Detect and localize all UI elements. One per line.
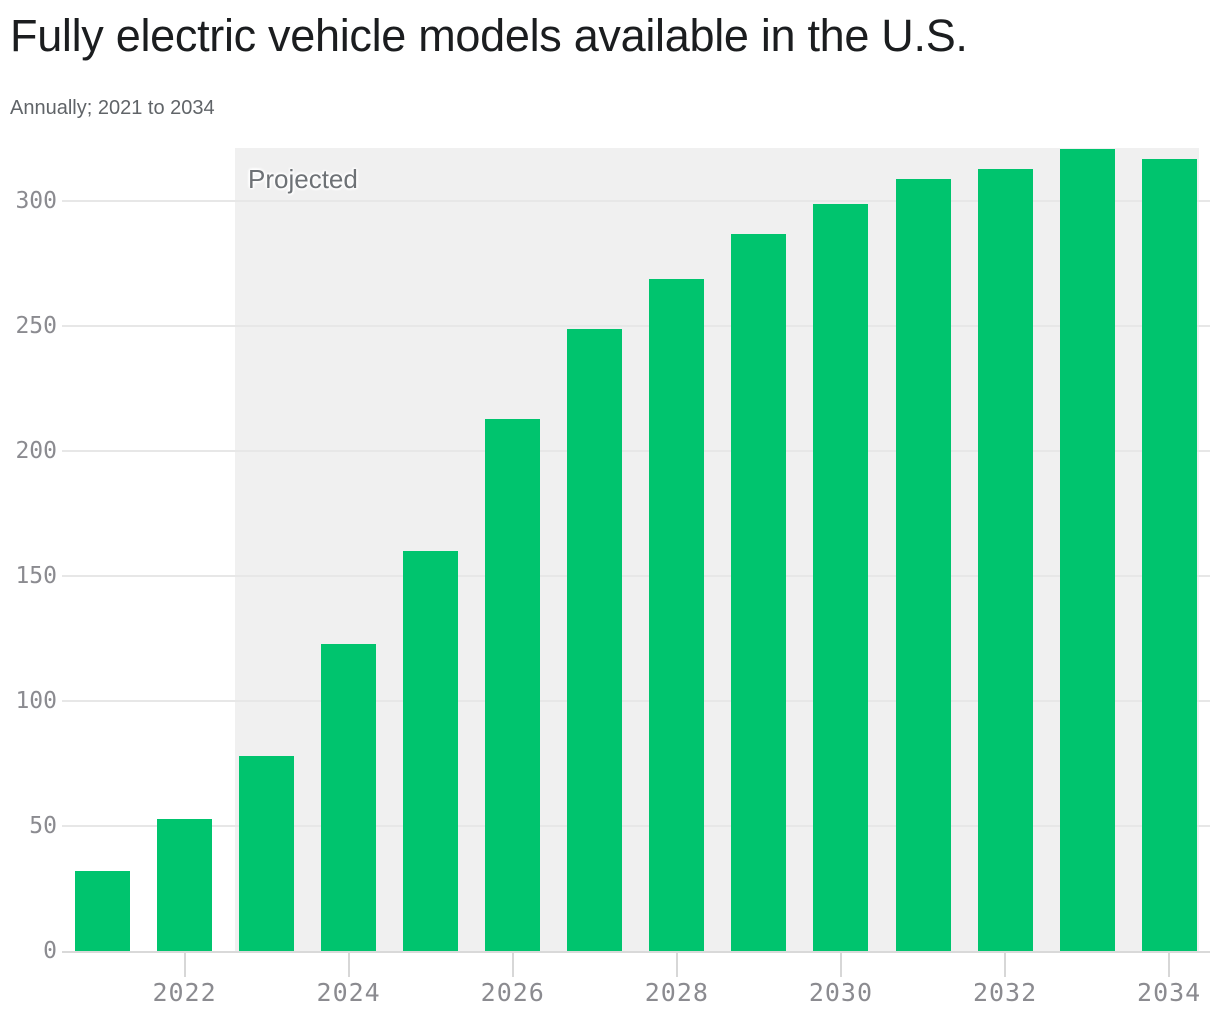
bar-2030 <box>813 203 869 951</box>
gridline-y100 <box>62 700 1210 702</box>
gridline-y300 <box>62 200 1210 202</box>
chart-title: Fully electric vehicle models available … <box>10 10 968 61</box>
x-tick-label: 2032 <box>972 978 1038 1007</box>
bar-2029 <box>731 233 787 951</box>
bar-2027 <box>567 328 623 951</box>
bar-2023 <box>239 756 295 951</box>
bar-2021 <box>75 871 130 951</box>
gridline-y50 <box>62 825 1210 827</box>
projected-annotation: Projected <box>248 164 358 194</box>
x-tick-label: 2024 <box>316 978 381 1007</box>
y-tick-label: 300 <box>15 188 57 214</box>
bar-2022 <box>157 818 213 951</box>
y-tick-label: 250 <box>15 313 57 339</box>
x-tick-label: 2030 <box>808 978 874 1007</box>
x-tick-mark <box>511 953 514 977</box>
x-tick-label: 2026 <box>480 978 545 1007</box>
gridline-y200 <box>62 450 1210 452</box>
y-tick-label: 100 <box>15 688 57 714</box>
x-tick-mark <box>675 953 678 977</box>
bar-2025 <box>403 551 459 951</box>
x-tick-mark <box>1168 953 1171 977</box>
chart-subtitle: Annually; 2021 to 2034 <box>10 97 215 119</box>
x-tick-mark <box>1004 953 1007 977</box>
bar-2034 <box>1141 158 1197 951</box>
x-tick-mark <box>839 953 842 977</box>
bar-2031 <box>895 178 951 951</box>
x-axis-baseline <box>62 951 1210 953</box>
bar-2024 <box>321 643 377 951</box>
projected-region <box>234 148 1200 951</box>
x-tick-label: 2022 <box>152 978 217 1007</box>
bar-2028 <box>649 278 705 951</box>
bar-2026 <box>485 418 541 951</box>
x-tick-mark <box>347 953 350 977</box>
gridline-y250 <box>62 325 1210 327</box>
x-tick-label: 2028 <box>644 978 709 1007</box>
y-tick-label: 0 <box>43 938 57 964</box>
y-tick-label: 150 <box>15 563 57 589</box>
gridline-y150 <box>62 575 1210 577</box>
y-tick-label: 200 <box>15 438 57 464</box>
bar-2033 <box>1059 148 1115 951</box>
bar-2032 <box>977 168 1033 951</box>
y-tick-label: 50 <box>29 813 57 839</box>
x-tick-label: 2034 <box>1137 978 1202 1007</box>
x-tick-mark <box>183 953 186 977</box>
